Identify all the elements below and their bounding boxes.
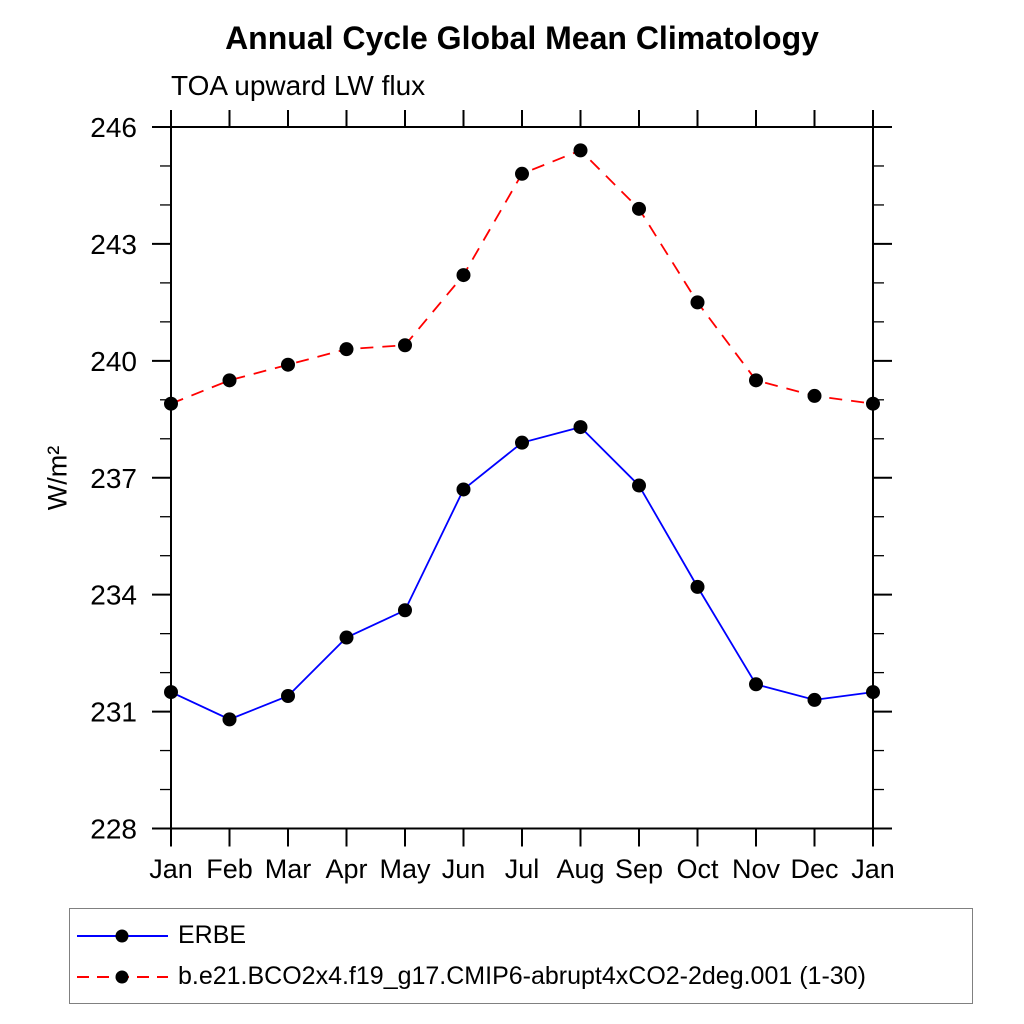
y-axis-tick-label: 237 [90, 463, 137, 494]
data-point-marker [281, 357, 295, 372]
chart-subtitle: TOA upward LW flux [171, 70, 426, 101]
series-line-model [170, 149, 874, 405]
data-point-marker [807, 388, 822, 403]
data-point-marker [807, 692, 822, 707]
legend-line-sample-model [77, 970, 168, 983]
x-axis-tick-label: Jun [442, 854, 486, 884]
x-axis-tick-label: Mar [265, 854, 312, 884]
plot-frame [170, 126, 874, 830]
data-point-marker [164, 685, 178, 700]
x-axis-tick-label: Jan [149, 854, 193, 884]
data-point-marker [690, 579, 705, 594]
data-point-marker [573, 143, 588, 158]
data-point-marker [749, 677, 763, 692]
x-axis-tick-label: Aug [556, 854, 604, 884]
data-point-marker [222, 373, 237, 388]
x-axis-tick-label: Nov [732, 854, 781, 884]
legend-marker-dot-icon [115, 929, 129, 942]
y-axis-tick-label: 228 [90, 814, 137, 845]
data-point-marker [866, 396, 880, 411]
data-point-marker [339, 630, 354, 645]
data-point-marker [398, 338, 412, 353]
data-point-marker [632, 201, 646, 216]
data-point-marker [339, 342, 354, 357]
data-point-marker [456, 482, 471, 497]
data-point-marker [749, 373, 763, 388]
data-point-marker [222, 712, 237, 727]
x-axis-tick-label: Dec [790, 854, 838, 884]
data-point-marker [866, 685, 880, 700]
legend-label-erbe: ERBE [178, 921, 247, 949]
data-point-marker [456, 268, 471, 283]
x-axis-tick-label: Jul [505, 854, 540, 884]
series-line-erbe [170, 426, 874, 721]
x-axis-tick-label: Sep [615, 854, 663, 884]
y-axis-tick-label: 243 [90, 229, 137, 260]
data-point-marker [281, 688, 295, 703]
legend-item-model: b.e21.BCO2x4.f19_g17.CMIP6-abrupt4xCO2-2… [76, 956, 972, 997]
y-axis-tick-label: 246 [90, 112, 137, 143]
data-point-marker [398, 603, 412, 618]
legend-line-sample-erbe [77, 929, 168, 942]
x-axis-tick-label: Jan [851, 854, 895, 884]
data-point-marker [690, 295, 705, 310]
x-axis-tick-label: Feb [206, 854, 253, 884]
legend: ERBE b.e21.BCO2x4.f19_g17.CMIP6-abrupt4x… [69, 908, 973, 1004]
y-axis-tick-label: 231 [90, 697, 137, 728]
data-point-marker [515, 435, 529, 450]
data-point-marker [573, 420, 588, 435]
data-point-marker [164, 396, 178, 411]
data-point-marker [632, 478, 646, 493]
legend-label-model: b.e21.BCO2x4.f19_g17.CMIP6-abrupt4xCO2-2… [178, 962, 866, 990]
y-axis-tick-label: 234 [90, 580, 137, 611]
legend-item-erbe: ERBE [76, 915, 972, 956]
x-axis-tick-label: Oct [676, 854, 719, 884]
x-axis-tick-label: May [379, 854, 431, 884]
chart-title: Annual Cycle Global Mean Climatology [225, 20, 819, 56]
legend-marker-dot-icon [115, 970, 129, 983]
data-point-marker [515, 166, 529, 181]
x-axis-tick-label: Apr [325, 854, 367, 884]
y-axis-tick-label: 240 [90, 346, 137, 377]
